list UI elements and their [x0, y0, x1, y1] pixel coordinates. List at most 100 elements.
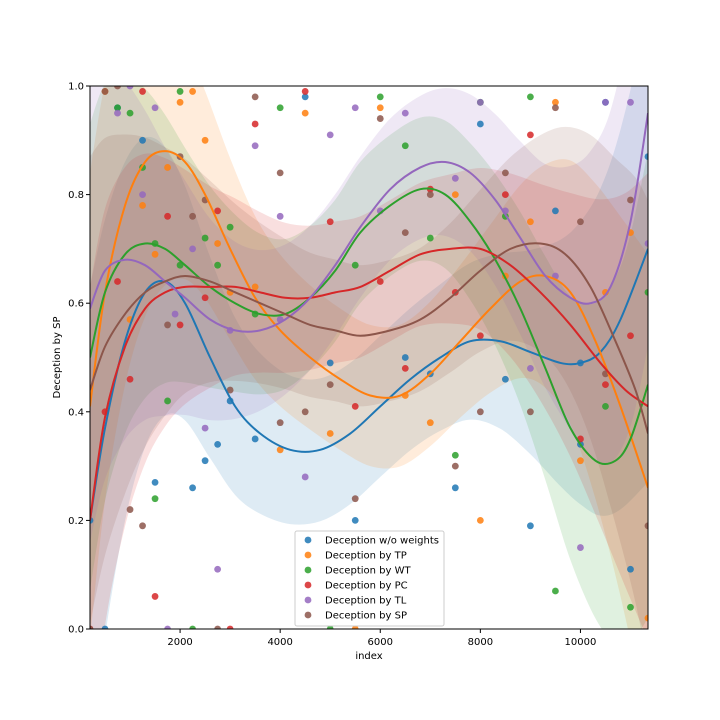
data-point: [552, 587, 559, 595]
data-point: [226, 625, 234, 629]
data-point: [401, 142, 409, 150]
data-point: [476, 408, 484, 416]
data-point: [627, 603, 634, 611]
data-point: [644, 614, 648, 622]
data-point: [526, 218, 534, 226]
x-tick-label: 10000: [565, 637, 597, 648]
data-point: [401, 229, 409, 237]
data-point: [189, 245, 196, 253]
data-point: [276, 212, 284, 220]
data-point: [214, 240, 222, 247]
data-point: [164, 625, 171, 629]
data-point: [644, 240, 648, 247]
data-point: [401, 109, 409, 117]
regression-line-0: [90, 248, 648, 521]
data-point: [552, 104, 559, 112]
y-tick-label: 0.0: [68, 625, 84, 636]
regression-line-2: [90, 187, 648, 466]
data-point: [176, 88, 184, 95]
data-point: [376, 104, 384, 112]
data-point: [376, 278, 384, 285]
confidence-band-3: [90, 153, 648, 629]
legend: Deception w/o weights Deception by TP Dece…: [294, 530, 445, 627]
data-point: [151, 104, 159, 112]
data-point: [251, 93, 259, 101]
data-point: [451, 462, 459, 470]
data-point: [201, 457, 209, 465]
data-point: [501, 191, 509, 199]
data-point: [376, 93, 384, 101]
data-point: [301, 109, 309, 117]
data-point: [526, 131, 534, 139]
data-point: [577, 544, 584, 551]
data-point: [251, 283, 259, 291]
data-point: [214, 565, 222, 573]
data-point: [526, 93, 534, 101]
data-point: [577, 457, 584, 465]
data-point: [276, 446, 284, 454]
data-point: [627, 332, 634, 340]
data-point: [476, 517, 484, 524]
data-point: [276, 104, 284, 112]
data-point: [627, 98, 634, 106]
data-point: [126, 86, 134, 90]
confidence-band-1: [90, 86, 648, 629]
data-point: [451, 484, 459, 492]
data-point: [577, 218, 584, 226]
data-point: [164, 164, 171, 171]
data-point: [164, 212, 171, 220]
data-point: [189, 212, 196, 220]
legend-label: Deception by WT: [325, 566, 412, 577]
data-point: [301, 408, 309, 416]
legend-box: [294, 530, 445, 627]
data-point: [201, 424, 209, 432]
data-point: [151, 250, 159, 258]
scatter-points: [90, 86, 648, 629]
data-point: [114, 104, 121, 112]
data-point: [171, 310, 179, 318]
data-point: [526, 408, 534, 416]
data-point: [602, 402, 609, 410]
data-point: [426, 191, 434, 199]
data-point: [552, 207, 559, 215]
x-tick-label: 2000: [167, 637, 192, 648]
legend-marker: [304, 611, 312, 619]
x-tick-label: 4000: [267, 637, 292, 648]
data-point: [627, 565, 634, 573]
data-point: [451, 451, 459, 459]
legend-marker: [304, 581, 312, 589]
data-point: [251, 435, 259, 443]
data-point: [627, 196, 634, 204]
confidence-band-2: [90, 86, 648, 629]
data-point: [326, 381, 334, 389]
data-point: [351, 495, 359, 503]
data-point: [451, 174, 459, 182]
regression-line-1: [90, 150, 648, 489]
x-axis-ticks: 2000 4000 6000 8000 10000: [167, 629, 596, 648]
data-point: [276, 169, 284, 177]
data-point: [164, 397, 171, 405]
data-point: [126, 506, 134, 513]
data-point: [602, 98, 609, 106]
confidence-band-5: [90, 126, 648, 629]
data-point: [151, 495, 159, 503]
regression-line-5: [90, 242, 648, 434]
data-point: [164, 321, 171, 329]
data-point: [151, 593, 159, 600]
data-point: [351, 261, 359, 269]
data-point: [114, 109, 121, 117]
data-point: [201, 234, 209, 242]
data-point: [351, 104, 359, 112]
data-point: [644, 153, 648, 160]
data-point: [189, 484, 196, 492]
y-tick-label: 0.2: [68, 516, 84, 527]
legend-label: Deception by TL: [325, 596, 407, 607]
x-axis-title: index: [355, 651, 382, 662]
legend-marker: [304, 566, 312, 574]
data-point: [226, 223, 234, 231]
data-point: [139, 136, 146, 144]
data-point: [501, 169, 509, 177]
data-point: [476, 98, 484, 106]
y-axis-ticks: 0.0 0.2 0.4 0.6 0.8 1.0: [68, 82, 90, 636]
